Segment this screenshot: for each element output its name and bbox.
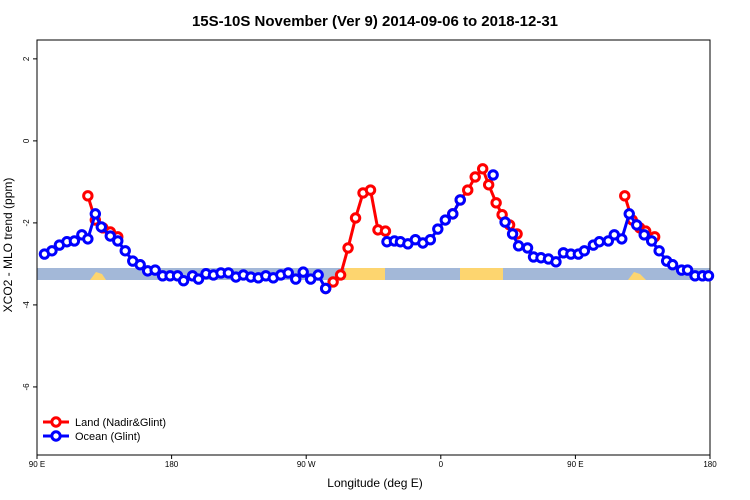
x-tick-label: 180: [703, 460, 717, 469]
data-point: [46, 245, 58, 257]
y-axis-label: XCO2 - MLO trend (ppm): [1, 178, 15, 313]
data-point: [334, 269, 347, 281]
y-tick-label: -4: [22, 301, 31, 309]
data-point: [119, 245, 131, 257]
data-point: [104, 230, 116, 242]
data-point: [364, 184, 377, 196]
data-point: [512, 240, 525, 252]
data-point: [82, 190, 94, 202]
data-point: [290, 273, 302, 285]
legend-marker: [50, 430, 62, 442]
data-point: [342, 242, 354, 254]
x-tick-label: 90 E: [567, 460, 583, 469]
data-point: [68, 235, 81, 247]
data-point: [312, 269, 324, 281]
data-point: [578, 245, 591, 257]
data-point: [653, 245, 665, 257]
data-point: [424, 234, 437, 246]
data-point: [192, 273, 205, 285]
data-point: [89, 208, 102, 220]
data-point: [631, 219, 643, 231]
x-tick-label: 180: [165, 460, 179, 469]
data-point: [499, 216, 511, 228]
data-point: [149, 264, 161, 276]
data-point: [469, 171, 481, 183]
data-point: [297, 266, 309, 278]
data-point: [112, 235, 124, 247]
data-point: [177, 275, 190, 287]
plot-frame: [36, 39, 711, 456]
data-point: [645, 235, 658, 247]
legend-label: Ocean (Glint): [75, 431, 140, 443]
x-tick-label: 90 W: [297, 460, 316, 469]
data-point: [439, 214, 451, 226]
y-tick-label: 2: [22, 56, 31, 61]
data-point: [623, 208, 635, 220]
data-point: [616, 233, 628, 245]
data-point: [482, 179, 495, 191]
data-point: [454, 194, 466, 206]
data-point: [490, 197, 502, 209]
data-point: [702, 270, 715, 282]
data-point: [319, 282, 332, 295]
data-point: [638, 229, 650, 241]
data-point: [282, 267, 294, 279]
data-point: [134, 259, 146, 271]
data-point: [681, 264, 694, 276]
x-tick-label: 0: [439, 460, 444, 469]
data-point: [349, 212, 362, 224]
data-point: [95, 221, 108, 233]
data-point: [327, 276, 339, 288]
y-tick-label: -2: [22, 219, 31, 227]
data-point: [506, 228, 519, 240]
y-tick-label: 0: [22, 138, 31, 143]
chart-title: 15S-10S November (Ver 9) 2014-09-06 to 2…: [192, 13, 558, 30]
data-point: [666, 259, 679, 271]
data-point: [432, 223, 444, 235]
data-point: [82, 233, 94, 245]
data-point: [521, 242, 534, 254]
x-tick-label: 90 E: [29, 460, 45, 469]
legend-marker: [50, 416, 62, 428]
data-point: [550, 256, 562, 268]
legend-label: Land (Nadir&Glint): [75, 417, 166, 429]
data-point: [462, 184, 474, 196]
data-point: [476, 163, 489, 175]
data-point: [487, 169, 499, 181]
data-point: [593, 236, 606, 248]
y-tick-label: -6: [22, 383, 31, 391]
data-point: [379, 225, 392, 237]
data-point: [619, 190, 631, 202]
x-axis-label: Longitude (deg E): [327, 476, 422, 490]
data-point: [447, 208, 459, 220]
